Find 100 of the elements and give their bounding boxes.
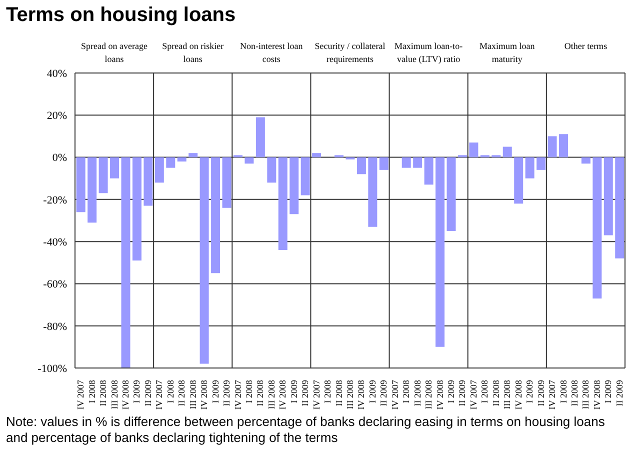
y-tick-label: -40% — [43, 236, 67, 248]
x-tick-label: I 2009 — [210, 380, 220, 404]
x-tick-label: IV 2007 — [311, 380, 322, 410]
x-tick-label: II 2008 — [255, 380, 266, 406]
x-tick-label: I 2008 — [401, 380, 412, 404]
x-tick-label: IV 2007 — [468, 380, 478, 410]
bar — [559, 134, 568, 158]
text: Non-interest loan costs — [239, 40, 304, 66]
bar — [110, 157, 120, 178]
bar — [211, 157, 220, 274]
bar — [290, 157, 299, 214]
bar — [166, 157, 176, 168]
y-tick-label: 0% — [52, 152, 67, 164]
y-tick-label: 40% — [46, 68, 67, 80]
bar — [278, 157, 288, 250]
x-tick-label: II 2008 — [98, 380, 108, 406]
chart-title: Terms on housing loans — [6, 4, 236, 27]
text: Spread on riskier loans — [161, 40, 225, 66]
x-tick-label: III 2008 — [424, 380, 434, 410]
bar — [98, 157, 108, 194]
bar — [154, 157, 164, 183]
bar — [188, 153, 198, 158]
text: Maximum loan-to-value (LTV) ratio — [393, 40, 464, 66]
x-tick-label: I 2008 — [86, 380, 97, 404]
text: Spread on average loans — [80, 40, 149, 66]
x-tick-label: III 2008 — [109, 380, 120, 410]
x-tick-label: II 2008 — [412, 380, 422, 406]
x-tick-label: IV 2007 — [154, 380, 164, 410]
x-tick-label: II 2009 — [457, 380, 468, 406]
x-tick-label: I 2008 — [480, 380, 490, 404]
bar — [592, 157, 602, 298]
x-tick-label: III 2008 — [188, 380, 198, 410]
bar — [132, 157, 142, 261]
y-tick-label: 20% — [46, 110, 67, 122]
bar — [256, 117, 265, 158]
x-tick-label: II 2009 — [378, 380, 389, 406]
bar — [615, 157, 624, 258]
bar — [144, 157, 153, 206]
bar — [244, 157, 254, 164]
x-tick-label: I 2008 — [322, 380, 333, 404]
bar — [121, 157, 130, 368]
y-tick-label: -60% — [43, 278, 67, 291]
bar — [312, 153, 322, 158]
bar — [548, 136, 557, 158]
x-tick-label: III 2008 — [345, 380, 355, 410]
bar — [424, 157, 434, 185]
x-tick-label: IV 2007 — [547, 380, 558, 410]
x-tick-label: I 2009 — [446, 380, 456, 404]
bar — [514, 157, 524, 204]
x-tick-label: II 2008 — [569, 380, 580, 406]
text: Note: values in % is difference between percentage of banks declaring easing in terms on housing loans and percentage of banks declaring tightening of the terms — [6, 414, 606, 446]
x-tick-label: I 2008 — [244, 380, 254, 404]
bar — [222, 157, 232, 208]
bar — [413, 157, 422, 168]
x-tick-label: IV 2008 — [199, 380, 210, 410]
bar — [581, 157, 590, 164]
x-tick-label: III 2008 — [266, 380, 276, 410]
x-tick-label: II 2008 — [334, 380, 344, 406]
bar — [446, 157, 456, 232]
bar — [502, 146, 512, 158]
x-tick-label: I 2009 — [524, 380, 535, 404]
bar — [356, 157, 366, 174]
text: Maximum loan maturity — [478, 40, 536, 66]
text: Other terms — [563, 40, 608, 53]
bar — [436, 157, 445, 347]
bar — [469, 142, 478, 158]
x-tick-label: II 2009 — [300, 380, 310, 406]
bar — [379, 157, 388, 170]
x-tick-label: IV 2008 — [513, 380, 524, 410]
y-tick-label: -80% — [43, 320, 67, 333]
bar — [88, 157, 97, 223]
y-tick-label: -20% — [43, 194, 67, 206]
bar — [402, 157, 411, 168]
x-tick-label: IV 2008 — [592, 380, 602, 410]
x-tick-label: IV 2007 — [390, 380, 400, 410]
bar — [536, 157, 546, 170]
bar — [177, 157, 186, 162]
x-tick-label: II 2009 — [222, 380, 232, 406]
bar — [200, 157, 209, 364]
bar — [525, 157, 534, 178]
x-tick-label: III 2008 — [502, 380, 512, 410]
x-tick-label: II 2009 — [536, 380, 546, 406]
bar — [368, 157, 378, 227]
bar — [76, 157, 86, 212]
x-tick-label: I 2009 — [367, 380, 378, 404]
x-tick-label: I 2009 — [132, 380, 142, 404]
x-tick-label: IV 2007 — [76, 380, 86, 410]
x-tick-label: I 2008 — [165, 380, 176, 404]
x-tick-label: IV 2008 — [434, 380, 445, 410]
x-tick-label: II 2008 — [490, 380, 501, 406]
x-tick-label: I 2009 — [288, 380, 299, 404]
x-tick-label: IV 2008 — [278, 380, 288, 410]
text: Security / collateral requirements — [314, 40, 386, 66]
y-tick-label: -100% — [38, 362, 67, 375]
x-tick-label: II 2008 — [176, 380, 187, 406]
x-tick-label: I 2008 — [558, 380, 568, 404]
bar — [300, 157, 310, 196]
bar — [604, 157, 613, 236]
x-tick-label: III 2008 — [580, 380, 591, 410]
x-tick-label: II 2009 — [614, 380, 624, 406]
